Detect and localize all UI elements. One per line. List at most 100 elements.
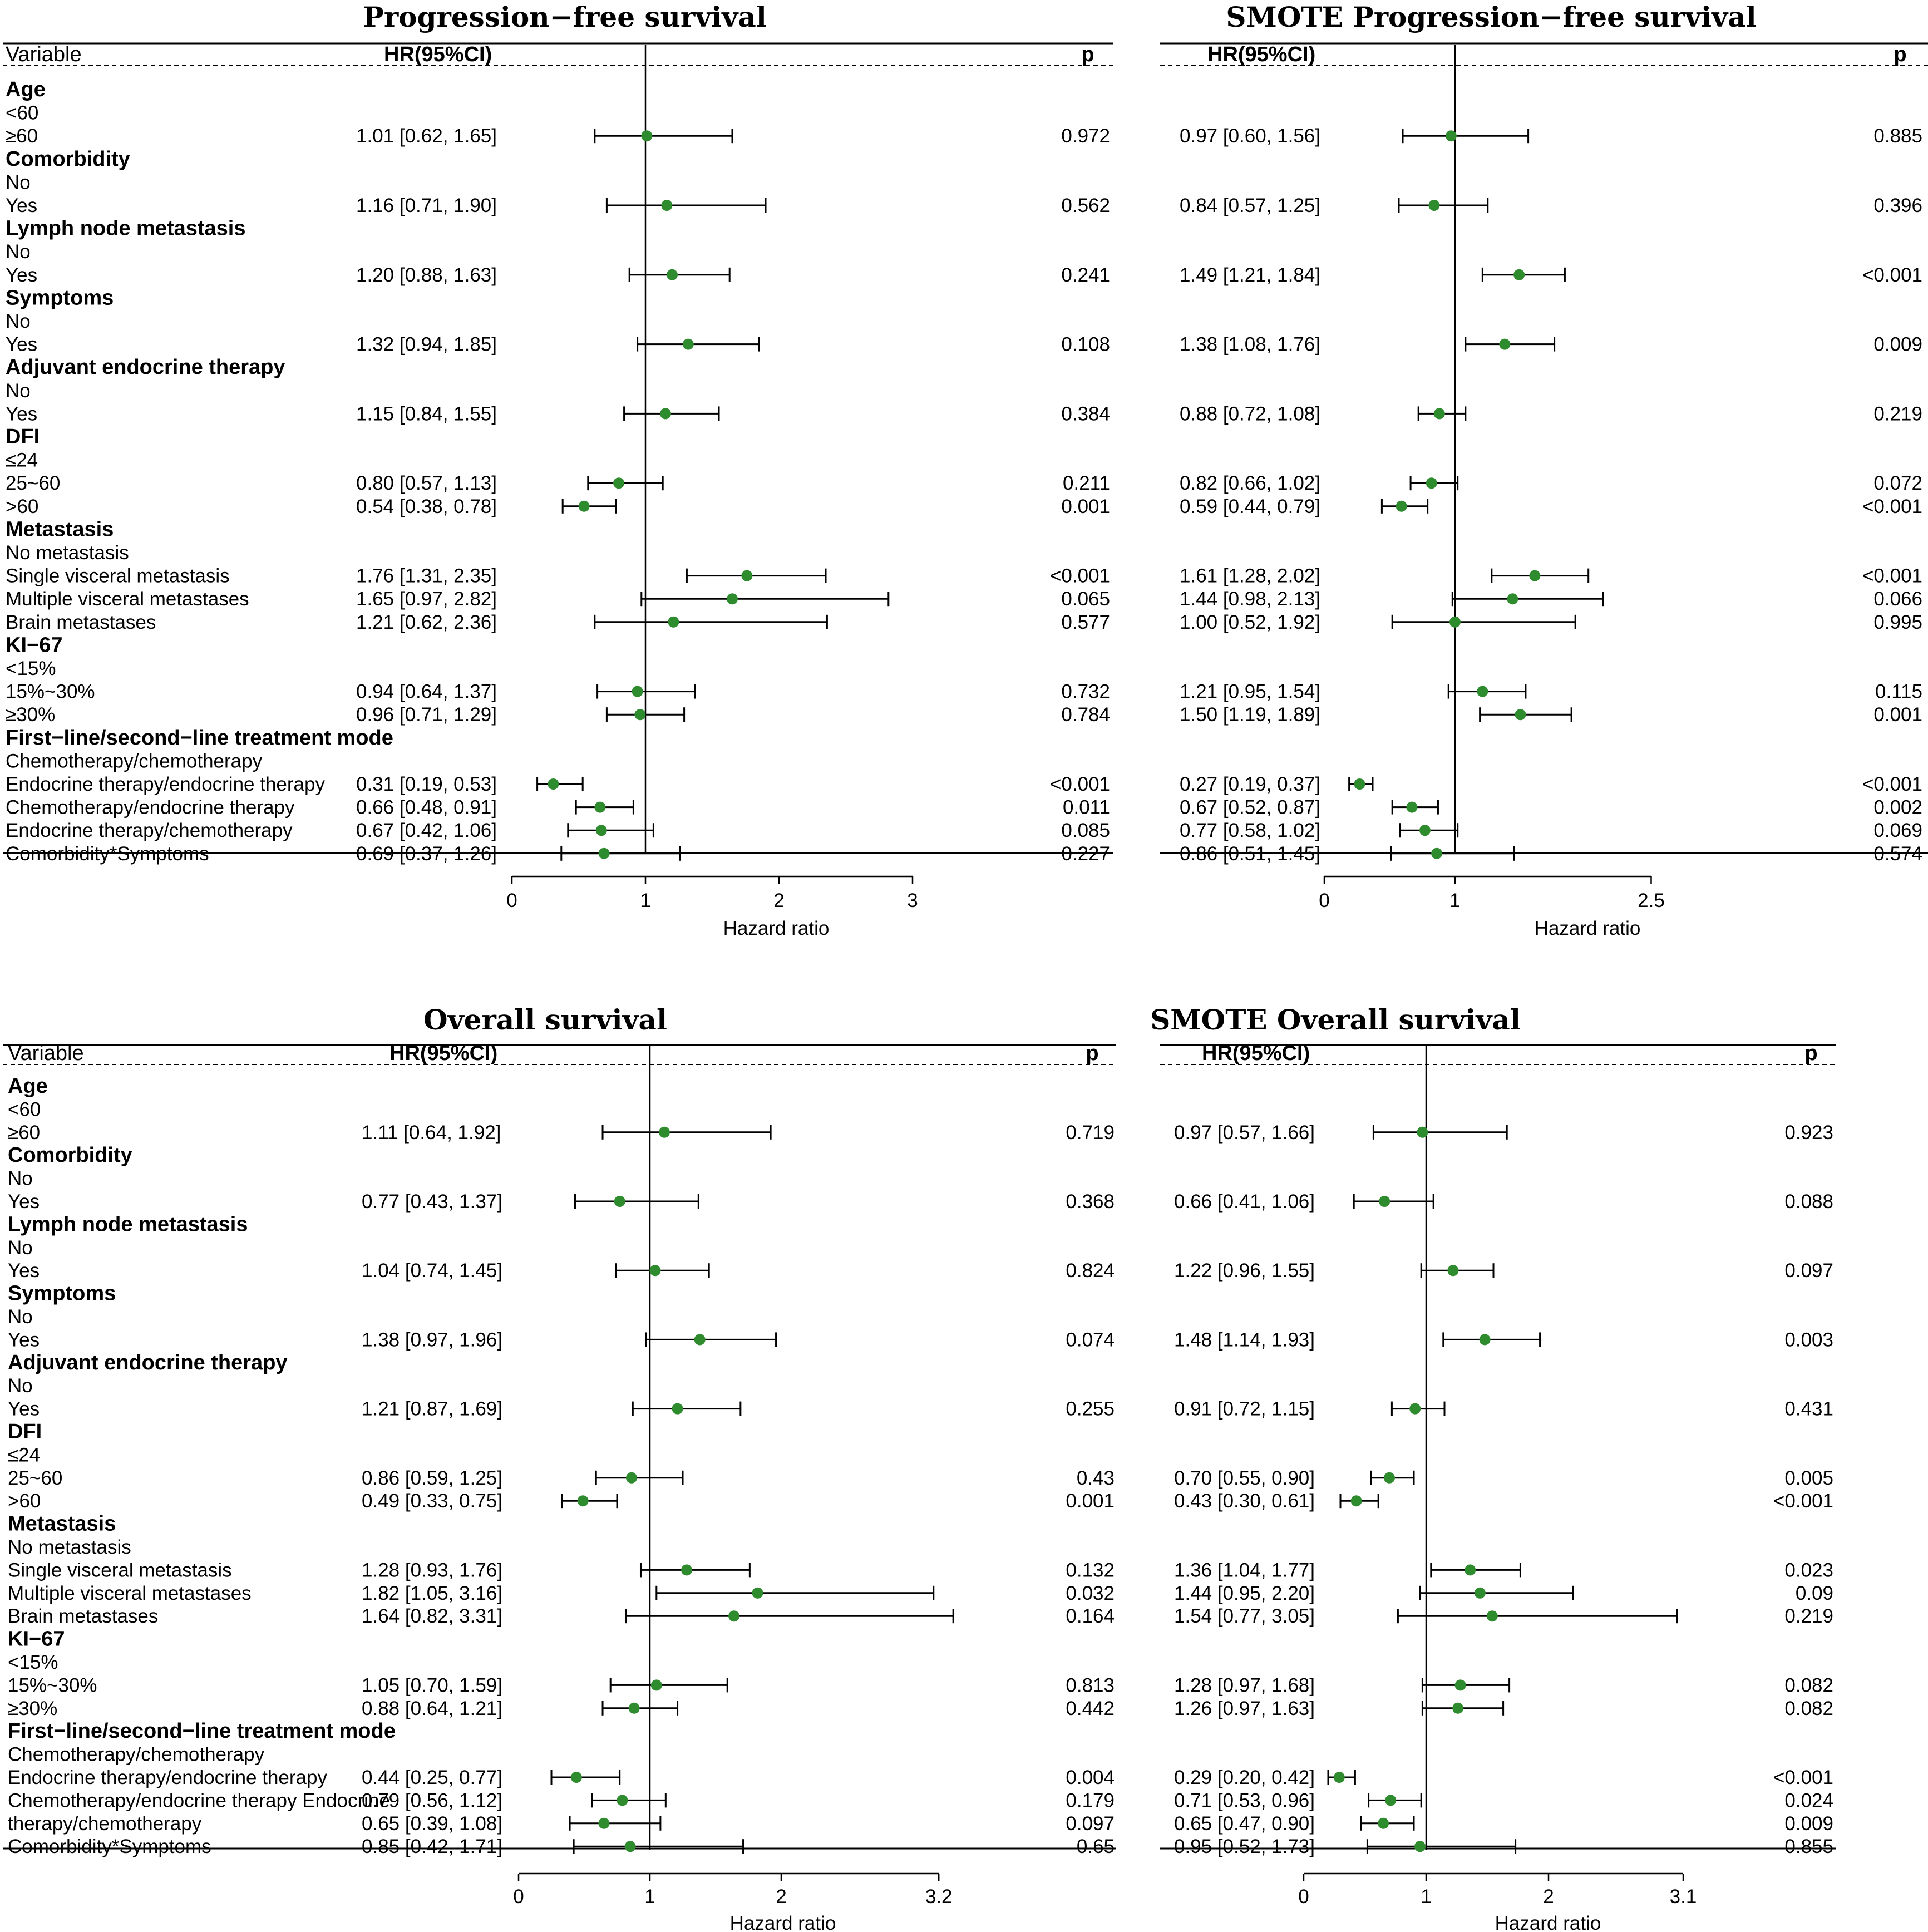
hr-ci-text: 0.66 [0.41, 1.06] [1174, 1191, 1315, 1213]
group-label: DFI [8, 1420, 42, 1443]
x-tick-label: 2.5 [1638, 890, 1665, 911]
p-value: <0.001 [1773, 1490, 1833, 1512]
hr-ci-text: 1.32 [0.94, 1.85] [356, 334, 497, 356]
hr-ci-text: 0.67 [0.42, 1.06] [356, 820, 497, 841]
column-header-hr: HR(95%CI) [384, 43, 492, 66]
group-label: Comorbidity [6, 147, 130, 171]
p-value: 0.219 [1784, 1605, 1833, 1627]
hr-ci-text: 0.97 [0.60, 1.56] [1180, 125, 1320, 147]
hr-point [672, 1403, 683, 1414]
hr-point [1428, 200, 1440, 211]
p-value: 0.005 [1784, 1467, 1833, 1489]
p-value: <0.001 [1862, 773, 1922, 795]
hr-point [634, 709, 646, 721]
row-label: >60 [6, 496, 38, 518]
p-value: 0.784 [1061, 704, 1110, 726]
hr-ci-text: 0.69 [0.37, 1.26] [356, 843, 497, 865]
x-tick-label: 3.2 [925, 1886, 953, 1908]
group-label: Age [8, 1075, 48, 1098]
row-label: No metastasis [8, 1536, 131, 1558]
column-header-p: p [1894, 43, 1906, 66]
hr-point [1477, 686, 1488, 697]
row-label: ≤24 [8, 1444, 40, 1466]
hr-ci-text: 0.54 [0.38, 0.78] [356, 496, 497, 518]
hr-point [1445, 130, 1457, 142]
p-value: 0.097 [1066, 1813, 1115, 1835]
hr-point [1507, 593, 1518, 605]
hr-ci-text: 0.91 [0.72, 1.15] [1174, 1398, 1315, 1420]
hr-ci-text: 0.77 [0.58, 1.02] [1180, 820, 1320, 841]
p-value: 0.009 [1784, 1813, 1833, 1835]
hr-point [650, 1679, 662, 1691]
row-label: No metastasis [6, 542, 129, 564]
group-label: Adjuvant endocrine therapy [8, 1351, 288, 1374]
row-label: 15%~30% [6, 681, 95, 703]
hr-point [752, 1587, 763, 1599]
x-tick-label: 1 [1449, 890, 1460, 911]
p-value: <0.001 [1050, 565, 1110, 587]
p-value: 0.001 [1066, 1490, 1115, 1512]
x-tick-label: 1 [1421, 1886, 1431, 1908]
x-tick-label: 2 [773, 890, 784, 911]
hr-ci-text: 1.15 [0.84, 1.55] [356, 403, 497, 425]
row-label: ≥30% [6, 704, 55, 726]
hr-point [1385, 1795, 1397, 1806]
hr-ci-text: 1.65 [0.97, 2.82] [356, 588, 497, 610]
row-label: 25~60 [8, 1467, 62, 1489]
x-axis-label: Hazard ratio [1535, 918, 1641, 939]
hr-point [1378, 1817, 1389, 1829]
hr-ci-text: 0.65 [0.47, 0.90] [1174, 1813, 1315, 1835]
column-header-hr: HR(95%CI) [1207, 43, 1315, 66]
row-label: <15% [6, 658, 56, 679]
x-tick-label: 2 [776, 1886, 786, 1908]
hr-ci-text: 1.16 [0.71, 1.90] [356, 195, 497, 216]
hr-ci-text: 1.21 [0.62, 2.36] [356, 612, 497, 633]
row-label: <60 [6, 102, 38, 124]
p-value: 0.001 [1061, 496, 1110, 518]
hr-point [1447, 1265, 1459, 1276]
hr-point [1529, 570, 1541, 581]
row-label: No [8, 1306, 33, 1328]
row-label: No [8, 1168, 33, 1190]
x-axis-label: Hazard ratio [730, 1913, 836, 1932]
hr-point [595, 825, 607, 836]
group-label: Metastasis [8, 1512, 116, 1536]
hr-point [1426, 477, 1437, 489]
hr-point [660, 408, 671, 420]
hr-point [1454, 1679, 1466, 1691]
p-value: 0.574 [1873, 843, 1922, 865]
p-value: 0.088 [1784, 1191, 1833, 1213]
hr-point [548, 778, 559, 790]
hr-point [1433, 408, 1445, 420]
hr-point [577, 1495, 589, 1507]
p-value: 0.43 [1077, 1467, 1115, 1489]
hr-ci-text: 0.97 [0.57, 1.66] [1174, 1122, 1315, 1144]
hr-ci-text: 1.21 [0.95, 1.54] [1180, 681, 1320, 703]
hr-point [694, 1334, 706, 1345]
forest-panel-2: SMOTE Progression−free survival HR(95%CI)… [1160, 1, 1928, 939]
row-label: No [6, 171, 31, 193]
hr-point [613, 477, 624, 489]
p-value: 0.577 [1061, 612, 1110, 633]
p-value: 0.001 [1873, 704, 1922, 726]
hr-ci-text: 1.26 [0.97, 1.63] [1174, 1698, 1315, 1719]
hr-ci-text: 0.94 [0.64, 1.37] [356, 681, 497, 703]
hr-ci-text: 0.31 [0.19, 0.53] [356, 773, 497, 795]
hr-ci-text: 0.95 [0.52, 1.73] [1174, 1836, 1315, 1857]
row-label: Yes [6, 334, 37, 356]
hr-point [1499, 338, 1511, 350]
hr-ci-text: 0.49 [0.33, 0.75] [362, 1490, 502, 1512]
hr-ci-text: 1.28 [0.93, 1.76] [362, 1559, 502, 1581]
hr-ci-text: 1.36 [1.04, 1.77] [1174, 1559, 1315, 1581]
p-value: 0.085 [1061, 820, 1110, 841]
row-label: Yes [8, 1329, 40, 1351]
column-header-variable: Variable [8, 1042, 84, 1065]
hr-point [1486, 1610, 1498, 1622]
x-tick-label: 0 [513, 1886, 524, 1908]
p-value: 0.885 [1873, 125, 1922, 147]
panel-title: SMOTE Progression−free survival [1226, 1, 1756, 33]
hr-ci-text: 0.65 [0.39, 1.08] [362, 1813, 502, 1835]
p-value: 0.396 [1873, 195, 1922, 216]
hr-ci-text: 0.77 [0.43, 1.37] [362, 1191, 502, 1213]
